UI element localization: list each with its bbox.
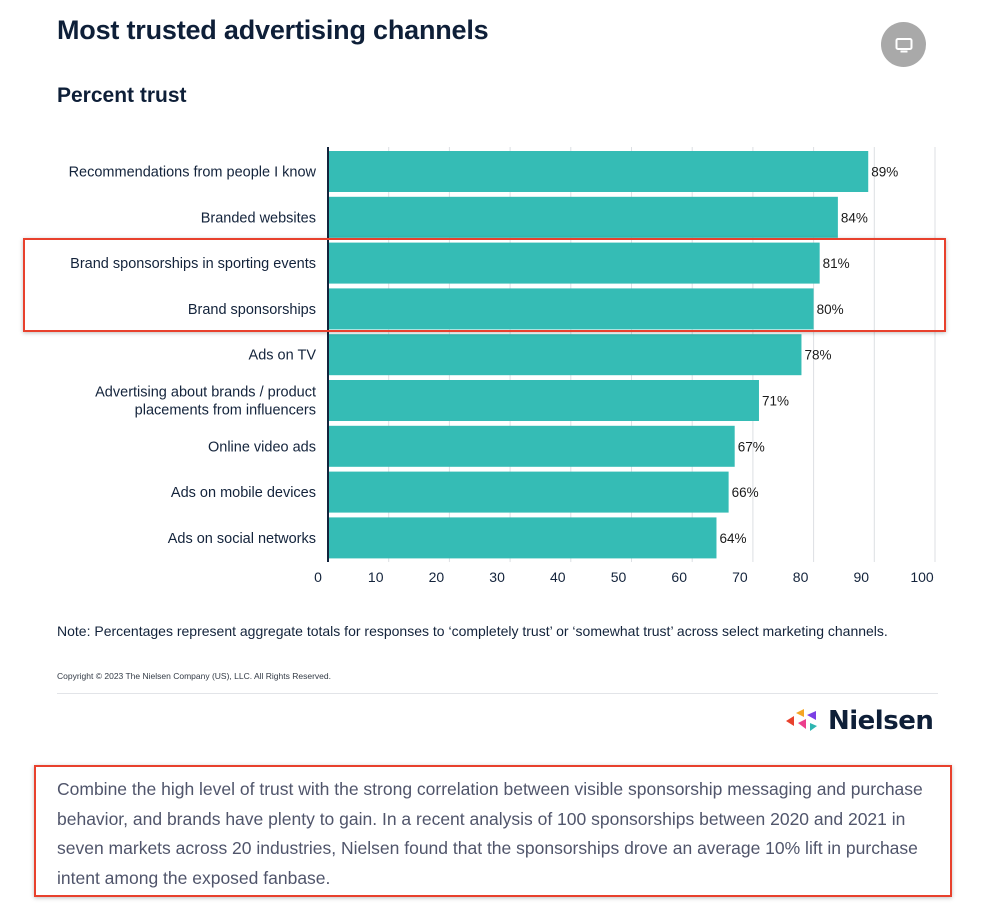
chart-subtitle: Percent trust [57, 84, 187, 107]
bar-data-label: 80% [817, 302, 844, 317]
category-label: Online video ads [208, 439, 316, 455]
category-label: Ads on mobile devices [171, 485, 316, 501]
bar [328, 151, 869, 192]
bar-data-label: 78% [804, 348, 831, 363]
body-paragraph: Combine the high level of trust with the… [57, 779, 923, 888]
x-tick-label: 40 [550, 569, 566, 585]
x-tick-label: 20 [429, 569, 445, 585]
chart-note: Note: Percentages represent aggregate to… [57, 623, 888, 639]
bar-data-label: 66% [732, 485, 759, 500]
x-tick-label: 90 [854, 569, 870, 585]
x-tick-label: 80 [793, 569, 809, 585]
x-tick-label: 100 [910, 569, 934, 585]
category-label: Advertising about brands / product [95, 385, 316, 401]
category-label: placements from influencers [135, 403, 316, 419]
category-label: Branded websites [201, 210, 316, 226]
divider [57, 693, 938, 694]
nielsen-logo: Nielsen [786, 706, 934, 736]
bar-data-label: 64% [719, 531, 746, 546]
bar [328, 334, 802, 376]
x-tick-label: 50 [611, 569, 627, 585]
bar-data-label: 89% [871, 165, 898, 180]
x-tick-label: 60 [671, 569, 687, 585]
bar [328, 471, 729, 513]
bar [328, 242, 820, 284]
bar-data-label: 71% [762, 394, 789, 409]
category-label: Brand sponsorships in sporting events [70, 256, 316, 272]
copyright-text: Copyright © 2023 The Nielsen Company (US… [57, 671, 331, 681]
category-label: Brand sponsorships [188, 302, 316, 318]
bar [328, 288, 814, 330]
x-tick-label: 0 [314, 569, 322, 585]
fullscreen-button[interactable] [881, 22, 926, 67]
x-tick-label: 70 [732, 569, 748, 585]
bar [328, 425, 735, 467]
nielsen-mark-icon [786, 709, 817, 731]
bar-data-label: 84% [841, 210, 868, 225]
category-label: Ads on social networks [168, 531, 316, 547]
bar [328, 196, 838, 238]
bar-data-label: 81% [823, 256, 850, 271]
monitor-icon [895, 37, 912, 52]
bar-data-label: 67% [738, 439, 765, 454]
nielsen-wordmark: Nielsen [828, 706, 934, 736]
category-label: Recommendations from people I know [69, 165, 317, 181]
page-title: Most trusted advertising channels [57, 15, 489, 45]
bar-chart: 89% Recommendations from people I know 84%… [69, 147, 936, 585]
x-tick-label: 10 [368, 569, 384, 585]
bar [328, 380, 759, 421]
bar [328, 517, 717, 559]
category-label: Ads on TV [249, 348, 317, 364]
x-tick-label: 30 [489, 569, 505, 585]
